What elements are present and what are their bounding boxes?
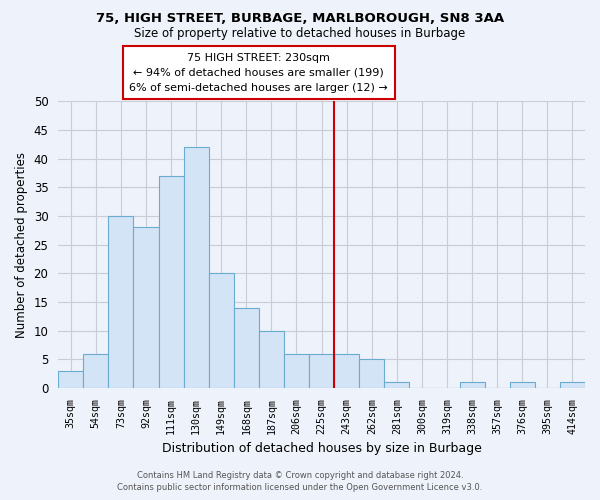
Bar [234, 308, 259, 388]
Bar [309, 354, 334, 388]
Bar [560, 382, 585, 388]
Text: Size of property relative to detached houses in Burbage: Size of property relative to detached ho… [134, 28, 466, 40]
Bar [158, 176, 184, 388]
Text: 75, HIGH STREET, BURBAGE, MARLBOROUGH, SN8 3AA: 75, HIGH STREET, BURBAGE, MARLBOROUGH, S… [96, 12, 504, 26]
Bar [259, 330, 284, 388]
Bar [284, 354, 309, 388]
Y-axis label: Number of detached properties: Number of detached properties [15, 152, 28, 338]
Bar [133, 228, 158, 388]
Bar [334, 354, 359, 388]
Bar [83, 354, 109, 388]
Bar [359, 360, 384, 388]
Text: Contains HM Land Registry data © Crown copyright and database right 2024.
Contai: Contains HM Land Registry data © Crown c… [118, 471, 482, 492]
Bar [510, 382, 535, 388]
Bar [109, 216, 133, 388]
Bar [184, 147, 209, 388]
Bar [58, 370, 83, 388]
Bar [384, 382, 409, 388]
Bar [209, 273, 234, 388]
Text: 75 HIGH STREET: 230sqm
← 94% of detached houses are smaller (199)
6% of semi-det: 75 HIGH STREET: 230sqm ← 94% of detached… [130, 53, 388, 92]
X-axis label: Distribution of detached houses by size in Burbage: Distribution of detached houses by size … [161, 442, 482, 455]
Bar [460, 382, 485, 388]
